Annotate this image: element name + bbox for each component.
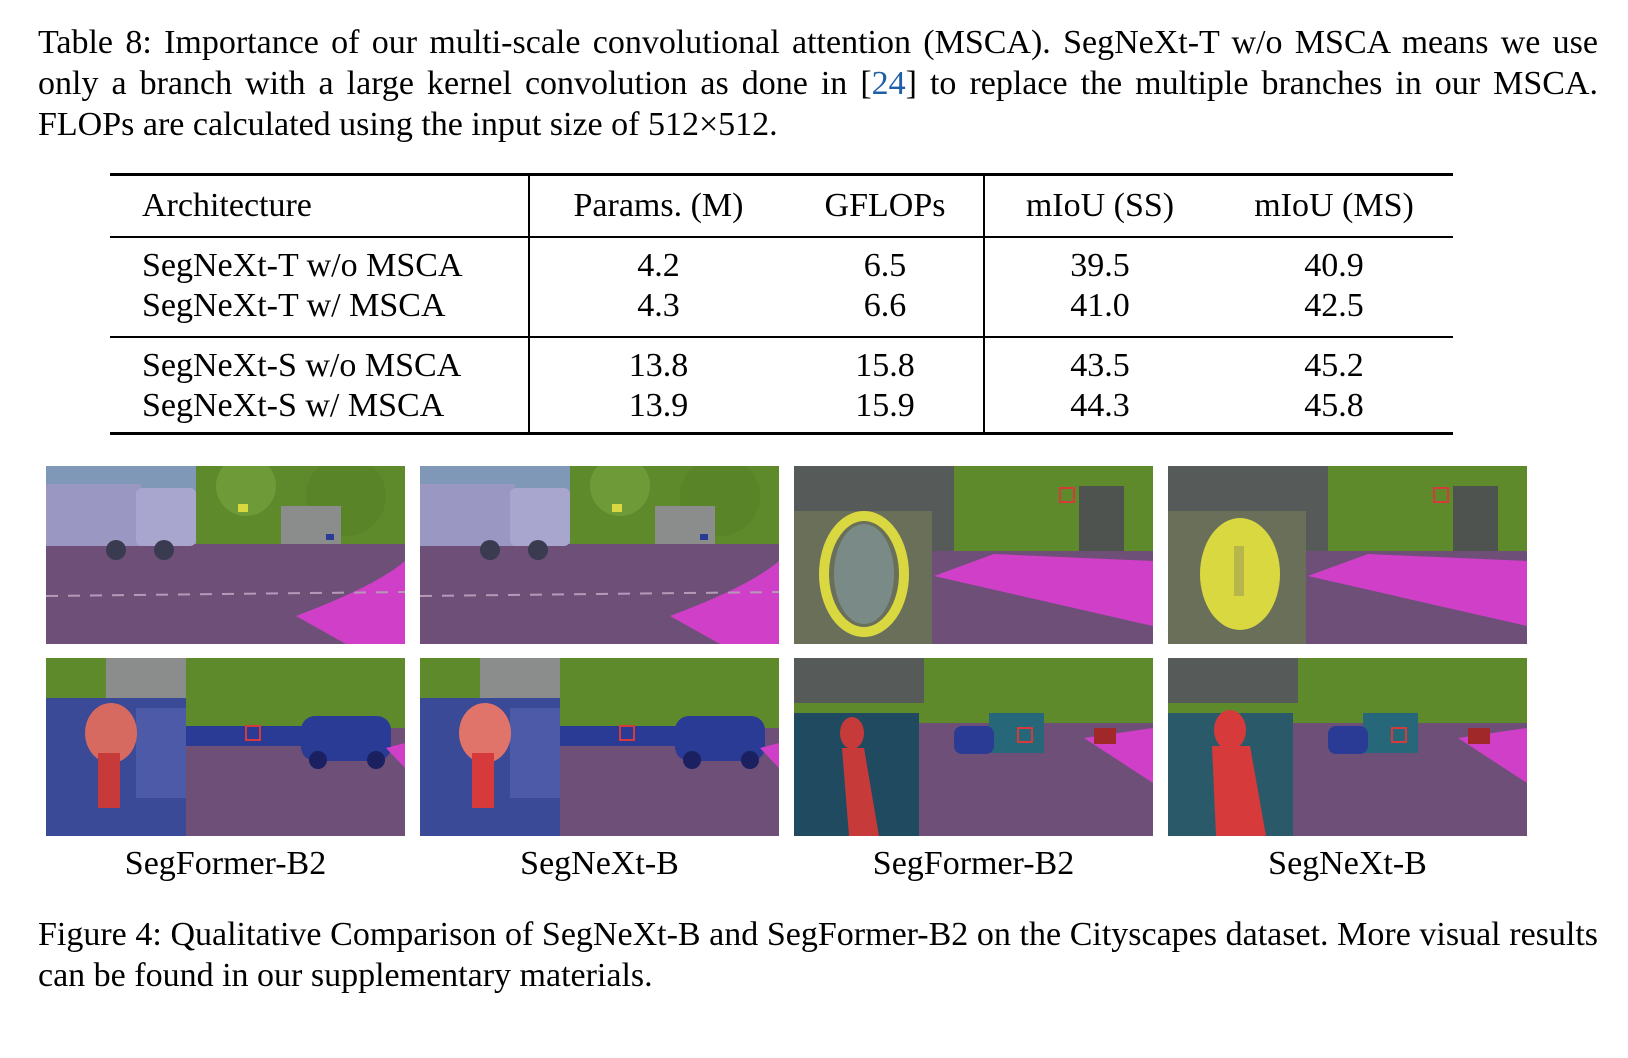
- table-row: SegNeXt-T w/ MSCA 4.3 6.6 41.0 42.5: [110, 286, 1453, 337]
- header-architecture: Architecture: [110, 174, 530, 237]
- segmentation-panel-sign-segformer: [794, 466, 1153, 644]
- segmentation-image: [794, 658, 1153, 836]
- table-row: SegNeXt-S w/ MSCA 13.9 15.9 44.3 45.8: [110, 386, 1453, 434]
- cell-miou-ms: 45.8: [1304, 387, 1364, 424]
- table-caption-text-end: ] to replace the multiple branches in ou…: [38, 65, 1598, 143]
- cell-architecture: SegNeXt-S w/o MSCA: [110, 337, 530, 386]
- segmentation-panel-truck-segnext: [420, 466, 779, 644]
- segmentation-image: [1168, 658, 1527, 836]
- cell-miou-ss: 39.5: [1070, 247, 1130, 284]
- cell-params: 4.3: [637, 287, 680, 324]
- cell-architecture: SegNeXt-T w/ MSCA: [110, 286, 530, 337]
- cell-miou-ss: 41.0: [1070, 287, 1130, 324]
- cell-miou-ss: 44.3: [1070, 387, 1130, 424]
- header-miou-ms: mIoU (MS): [1254, 187, 1414, 224]
- header-gflops: GFLOPs: [787, 174, 985, 237]
- cell-miou-ms: 40.9: [1304, 247, 1364, 284]
- cell-architecture: SegNeXt-T w/o MSCA: [110, 237, 530, 286]
- cell-params: 4.2: [637, 247, 680, 284]
- figure-caption: Figure 4: Qualitative Comparison of SegN…: [38, 914, 1598, 996]
- citation-link[interactable]: 24: [871, 65, 906, 102]
- figure-caption-label: Figure 4:: [38, 916, 162, 953]
- table-row: SegNeXt-S w/o MSCA 13.8 15.8 43.5 45.2: [110, 337, 1453, 386]
- cell-gflops: 15.9: [787, 386, 985, 434]
- cell-architecture: SegNeXt-S w/ MSCA: [110, 386, 530, 434]
- figure-label-segformer-b2: SegFormer-B2: [872, 845, 1075, 882]
- figure-label-segnext-b: SegNeXt-B: [520, 845, 679, 882]
- table-row: SegNeXt-T w/o MSCA 4.2 6.5 39.5 40.9: [110, 237, 1453, 286]
- segmentation-image: [46, 466, 405, 644]
- segmentation-panel-person-segformer: [794, 658, 1153, 836]
- table-caption-text: Importance of our multi-scale convolutio…: [38, 24, 1599, 102]
- header-miou-ss: mIoU (SS): [1025, 187, 1175, 224]
- msca-ablation-table: Architecture Params. (M) GFLOPs mIoU (SS…: [110, 173, 1453, 435]
- cell-miou-ms: 42.5: [1304, 287, 1364, 324]
- figure-caption-text: Qualitative Comparison of SegNeXt-B and …: [38, 916, 1599, 994]
- segmentation-panel-truck-segformer: [46, 466, 405, 644]
- table-caption: Table 8: Importance of our multi-scale c…: [38, 22, 1598, 145]
- figure-label-segnext-b: SegNeXt-B: [1268, 845, 1427, 882]
- table-header-row: Architecture Params. (M) GFLOPs mIoU (SS…: [110, 174, 1453, 237]
- segmentation-panel-sign-segnext: [1168, 466, 1527, 644]
- cell-params: 13.8: [628, 347, 689, 384]
- cell-gflops: 15.8: [787, 337, 985, 386]
- segmentation-panel-car-segnext: [420, 658, 779, 836]
- segmentation-image: [420, 466, 779, 644]
- segmentation-panel-person-segnext: [1168, 658, 1527, 836]
- header-params: Params. (M): [573, 187, 744, 224]
- segmentation-image: [794, 466, 1153, 644]
- cell-params: 13.9: [628, 387, 689, 424]
- segmentation-image: [46, 658, 405, 836]
- cell-miou-ms: 45.2: [1304, 347, 1364, 384]
- cell-gflops: 6.6: [787, 286, 985, 337]
- table-caption-label: Table 8:: [38, 24, 152, 61]
- cell-gflops: 6.5: [787, 237, 985, 286]
- segmentation-image: [1168, 466, 1527, 644]
- segmentation-panel-car-segformer: [46, 658, 405, 836]
- segmentation-image: [420, 658, 779, 836]
- cell-miou-ss: 43.5: [1070, 347, 1130, 384]
- figure-label-segformer-b2: SegFormer-B2: [124, 845, 327, 882]
